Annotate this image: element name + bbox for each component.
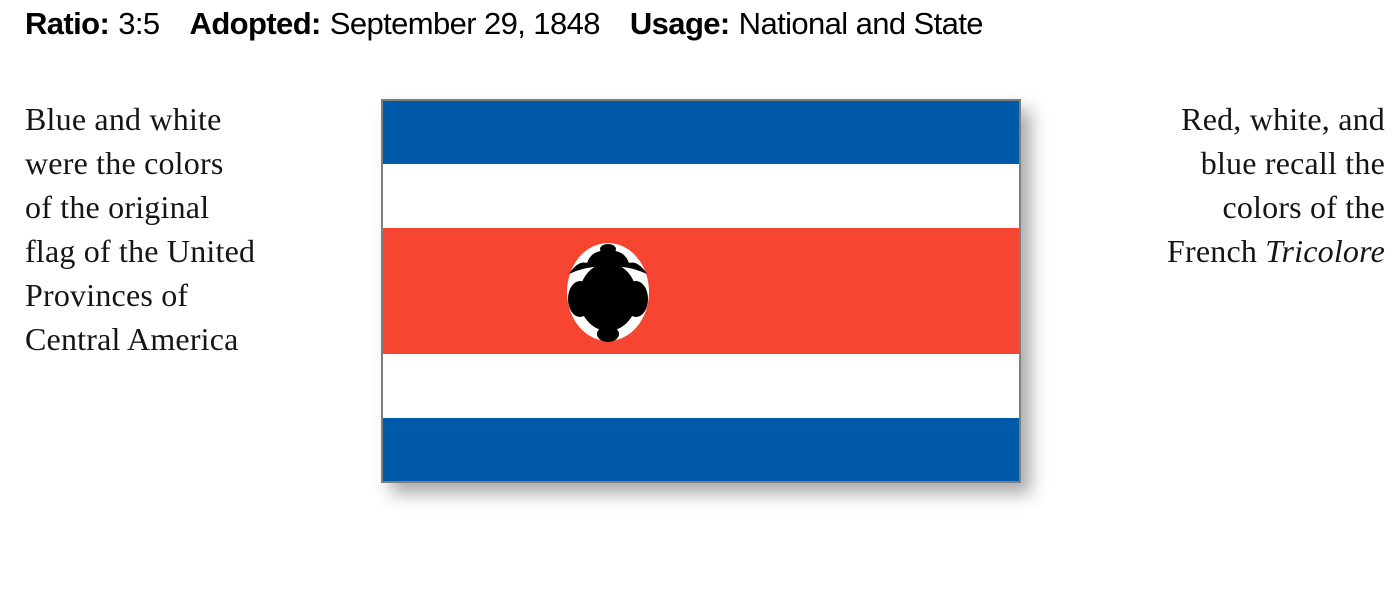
left-annotation-line: Central America (25, 321, 239, 357)
adopted-value: September 29, 1848 (329, 6, 601, 41)
right-annotation-line: colors of the (1222, 189, 1385, 225)
right-annotation-line: Red, white, and (1181, 101, 1385, 137)
scene-base (584, 314, 632, 322)
left-annotation-line: were the colors (25, 145, 224, 181)
left-annotation-line: Blue and white (25, 101, 222, 137)
usage-label: Usage: (629, 6, 730, 41)
scene-sea (584, 307, 632, 316)
shield-scene (584, 266, 632, 322)
flag-info-bar: Ratio: 3:5 Adopted: September 29, 1848 U… (25, 4, 984, 44)
flag-stripe-white-lower (383, 354, 1019, 418)
tricolore-italic-text: Tricolore (1265, 233, 1385, 269)
adopted-label: Adopted: (189, 6, 322, 41)
usage-value: National and State (738, 6, 984, 41)
left-annotation: Blue and white were the colors of the or… (25, 97, 355, 361)
right-annotation-text: French (1166, 233, 1266, 269)
coat-of-arms (567, 243, 649, 342)
flag-stripe-blue-bottom (383, 418, 1019, 481)
flag-stripe-red-center (383, 228, 1019, 354)
scene-sun (585, 282, 605, 294)
scene-mountains (584, 290, 632, 309)
flag-stripe-blue-top (383, 101, 1019, 164)
ratio-value: 3:5 (118, 6, 160, 41)
left-annotation-line: of the original (25, 189, 210, 225)
flag-frame (381, 99, 1021, 483)
ratio-label: Ratio: (25, 6, 110, 41)
crest-spread (569, 250, 647, 274)
flag-stripe-white-upper (383, 164, 1019, 228)
right-annotation: Red, white, and blue recall the colors o… (1085, 97, 1385, 273)
left-annotation-line: Provinces of (25, 277, 189, 313)
right-annotation-line: blue recall the (1200, 145, 1385, 181)
left-annotation-line: flag of the United (25, 233, 256, 269)
costa-rica-flag (383, 101, 1019, 481)
emblem-base (597, 326, 619, 342)
right-annotation-line: French Tricolore (1085, 229, 1385, 273)
